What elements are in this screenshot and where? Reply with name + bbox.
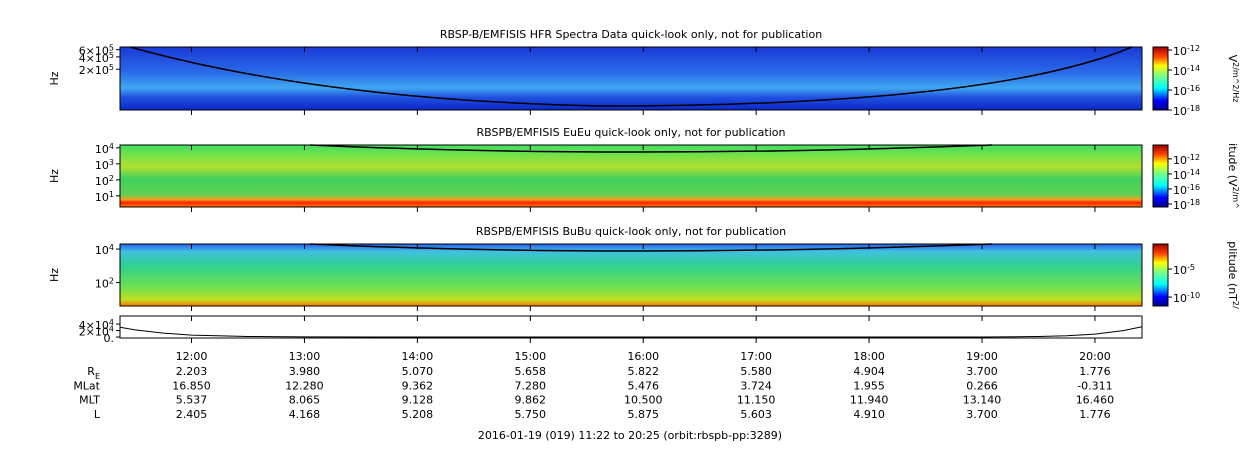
ephemeris-value: 5.208 [402,408,434,421]
ephemeris-value: 5.580 [740,365,772,378]
ephemeris-label: MLat [73,379,100,392]
ephemeris-value: 1.776 [1079,408,1111,421]
x-tick-label: 14:00 [402,350,434,363]
plasma-line [309,243,993,252]
y-tick-label: 102 [95,276,114,291]
colorbar [1152,144,1169,208]
ephemeris-value: 5.822 [627,365,659,378]
colorbar-tick-label: 10-18 [1173,198,1200,213]
ephemeris-label: L [94,408,101,421]
y-tick-label: 4×105 [79,50,114,65]
y-tick-label: 104 [95,243,114,258]
ephemeris-value: 5.070 [402,365,434,378]
ephemeris-value: 2.405 [176,408,208,421]
ephemeris-value: 4.910 [853,408,885,421]
ephemeris-value: 9.862 [515,394,547,407]
ephemeris-value: 11.940 [850,394,889,407]
y-tick-label: 102 [95,173,114,188]
colorbar-tick-label: 10-12 [1173,152,1200,167]
ephemeris-label: MLT [79,394,100,407]
ephemeris-value: 1.955 [853,379,885,392]
ephemeris-value: 4.168 [289,408,321,421]
plot-frame [119,144,1143,208]
ephemeris-value: 5.537 [176,394,208,407]
colorbar [1152,46,1169,111]
ephemeris-label: RE [87,365,100,381]
ephemeris-value: 16.850 [172,379,211,392]
y-axis-label: Hz [48,268,61,282]
ephemeris-value: 16.460 [1076,394,1115,407]
panel-title: RBSP-B/EMFISIS HFR Spectra Data quick-lo… [440,28,822,41]
plot-frame [119,315,1143,339]
ephemeris-value: 10.500 [624,394,663,407]
spectrogram-image [120,47,1142,110]
ephemeris-value: 5.658 [515,365,547,378]
colorbar-label: plitude (nT2/ [1226,241,1241,309]
y-axis-label: Hz [48,169,61,183]
colorbar-label: V2/m^2/Hz [1226,55,1241,103]
ephemeris-value: 3.724 [740,379,772,392]
colorbar-tick-label: 10-16 [1173,84,1200,99]
ephemeris-value: 5.750 [515,408,547,421]
y-axis-label: Hz [48,71,61,85]
ephemeris-value: 5.476 [627,379,659,392]
plasma-line [129,46,1133,107]
colorbar-tick-label: 10-18 [1173,104,1200,119]
x-tick-label: 20:00 [1079,350,1111,363]
x-tick-label: 18:00 [853,350,885,363]
y-tick-label: 2×105 [79,63,114,78]
y-tick-label: 103 [95,157,114,172]
footer: 2016-01-19 (019) 11:22 to 20:25 (orbit:r… [478,429,782,442]
colorbar-tick-label: 10-14 [1173,167,1200,182]
colorbar-tick-label: 10-16 [1173,182,1200,197]
y-tick-label: 4×104 [79,318,114,333]
panel-title: RBSPB/EMFISIS EuEu quick-look only, not … [476,126,785,139]
line-series [119,326,1143,338]
y-tick-label: 0. [104,332,115,345]
x-tick-label: 13:00 [289,350,321,363]
ephemeris-value: 7.280 [515,379,547,392]
ephemeris-value: 0.266 [966,379,998,392]
ephemeris-value: 8.065 [289,394,321,407]
ephemeris-value: 9.128 [402,394,434,407]
plasma-line [309,144,993,153]
x-tick-label: 16:00 [627,350,659,363]
colorbar-tick-label: 10-14 [1173,64,1200,79]
y-tick-label: 104 [95,141,114,156]
ephemeris-value: 3.980 [289,365,321,378]
x-tick-label: 15:00 [514,350,546,363]
colorbar-tick-label: 10-5 [1173,263,1195,278]
ephemeris-value: 3.700 [966,408,998,421]
ephemeris-value: -0.311 [1077,379,1112,392]
x-tick-label: 17:00 [740,350,772,363]
colorbar-tick-label: 10-10 [1173,291,1200,306]
ephemeris-value: 5.603 [740,408,772,421]
ephemeris-value: 9.362 [402,379,434,392]
ephemeris-value: 2.203 [176,365,208,378]
x-tick-label: 19:00 [966,350,998,363]
colorbar-tick-label: 10-12 [1173,44,1200,59]
colorbar-label: itude (V2/m^ [1226,143,1241,209]
panel-title: RBSPB/EMFISIS BuBu quick-look only, not … [476,225,786,238]
ephemeris-value: 12.280 [285,379,324,392]
ephemeris-value: 1.776 [1079,365,1111,378]
y-tick-label: 101 [95,189,114,204]
ephemeris-value: 13.140 [963,394,1002,407]
ephemeris-value: 5.875 [627,408,659,421]
plot-frame [119,243,1143,307]
x-tick-label: 12:00 [176,350,208,363]
ephemeris-value: 3.700 [966,365,998,378]
spectrogram-image [120,145,1142,207]
spectrogram-image [120,244,1142,306]
ephemeris-value: 11.150 [737,394,776,407]
ephemeris-value: 4.904 [853,365,885,378]
y-tick-label: 6×105 [79,43,114,58]
colorbar [1152,243,1169,307]
y-tick-label: 2×104 [79,324,114,339]
plot-frame [119,46,1143,111]
